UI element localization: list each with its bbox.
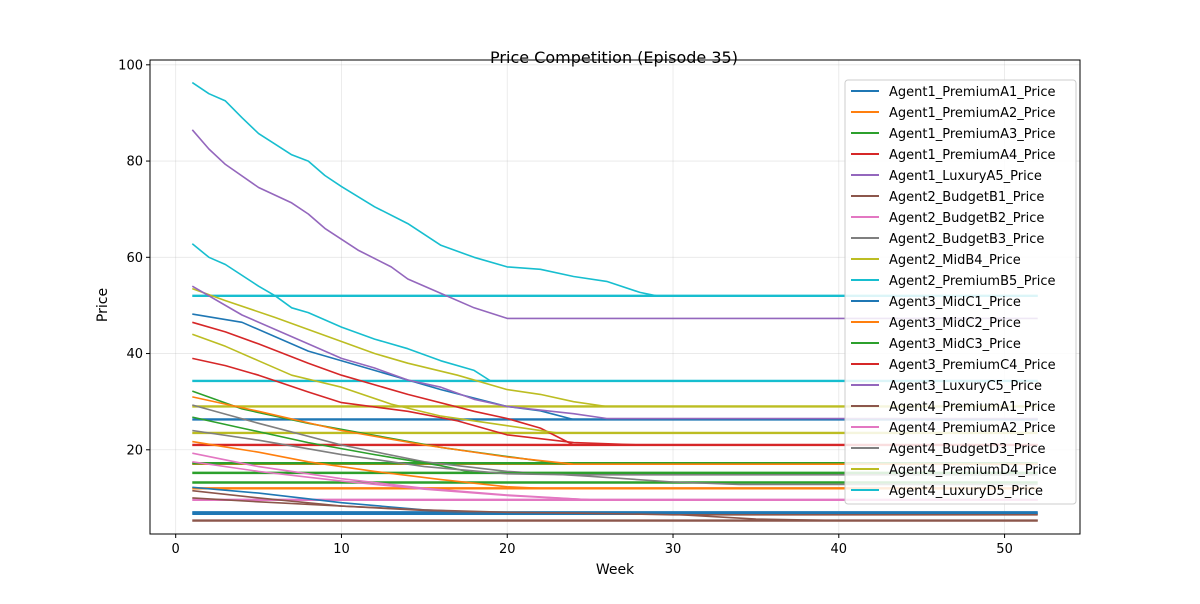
series-line	[192, 357, 1038, 446]
series-line	[192, 404, 1038, 486]
legend-label: Agent3_MidC2_Price	[889, 316, 1021, 331]
y-tick-label: 40	[126, 347, 143, 362]
series-line	[192, 497, 1038, 516]
series-line	[192, 416, 1038, 474]
legend-label: Agent1_LuxuryA5_Price	[889, 169, 1042, 184]
x-axis-label: Week	[596, 562, 635, 578]
legend-label: Agent3_PremiumC4_Price	[889, 358, 1056, 373]
legend-box	[844, 79, 1077, 505]
x-tick-label: 50	[996, 542, 1013, 557]
y-tick-label: 60	[126, 251, 143, 266]
legend-label: Agent4_LuxuryD5_Price	[889, 484, 1043, 499]
legend-label: Agent2_BudgetB3_Price	[889, 232, 1044, 247]
y-tick-label: 100	[118, 58, 143, 73]
series-line	[191, 285, 1038, 420]
series-line	[192, 333, 1038, 434]
legend-label: Agent3_LuxuryC5_Price	[889, 379, 1042, 394]
x-tick-label: 20	[499, 542, 516, 557]
legend-label: Agent2_BudgetB1_Price	[889, 190, 1044, 205]
legend-label: Agent2_MidB4_Price	[889, 253, 1021, 268]
series-line	[191, 129, 1038, 320]
chart-title: Price Competition (Episode 35)	[490, 48, 738, 67]
y-tick-label: 80	[126, 155, 143, 170]
x-tick-label: 0	[172, 542, 180, 557]
series-line	[191, 243, 1038, 382]
x-tick-label: 30	[665, 542, 682, 557]
legend-label: Agent1_PremiumA2_Price	[889, 106, 1055, 121]
series-line	[192, 321, 1038, 446]
x-tick-label: 10	[333, 542, 350, 557]
legend-label: Agent4_PremiumD4_Price	[889, 463, 1057, 478]
series-line	[192, 396, 1038, 465]
series-line	[192, 461, 1038, 501]
legend-label: Agent4_PremiumA2_Price	[889, 421, 1055, 436]
legend-label: Agent4_PremiumA1_Price	[889, 400, 1055, 415]
legend-label: Agent3_MidC1_Price	[889, 295, 1021, 310]
series-line	[192, 313, 1038, 421]
legend-label: Agent1_PremiumA4_Price	[889, 148, 1055, 163]
legend-label: Agent2_BudgetB2_Price	[889, 211, 1044, 226]
series-line	[192, 287, 1038, 408]
series-line	[192, 440, 1038, 490]
axes: 0 10 20 30 40 50 20 40 60 80 100	[118, 58, 1013, 557]
legend-label: Agent2_PremiumB5_Price	[889, 274, 1056, 289]
series-line	[191, 81, 1038, 297]
series-line	[192, 429, 1038, 476]
y-axis-label: Price	[95, 288, 111, 322]
legend-label: Agent1_PremiumA1_Price	[889, 85, 1055, 100]
legend-label: Agent4_BudgetD3_Price	[889, 442, 1046, 457]
y-tick-label: 20	[126, 443, 143, 458]
legend: Agent1_PremiumA1_Price Agent1_PremiumA2_P…	[844, 79, 1077, 505]
legend-label: Agent1_PremiumA3_Price	[889, 127, 1055, 142]
plot-frame	[149, 59, 1081, 535]
x-tick-label: 40	[831, 542, 848, 557]
legend-label: Agent3_MidC3_Price	[889, 337, 1021, 352]
